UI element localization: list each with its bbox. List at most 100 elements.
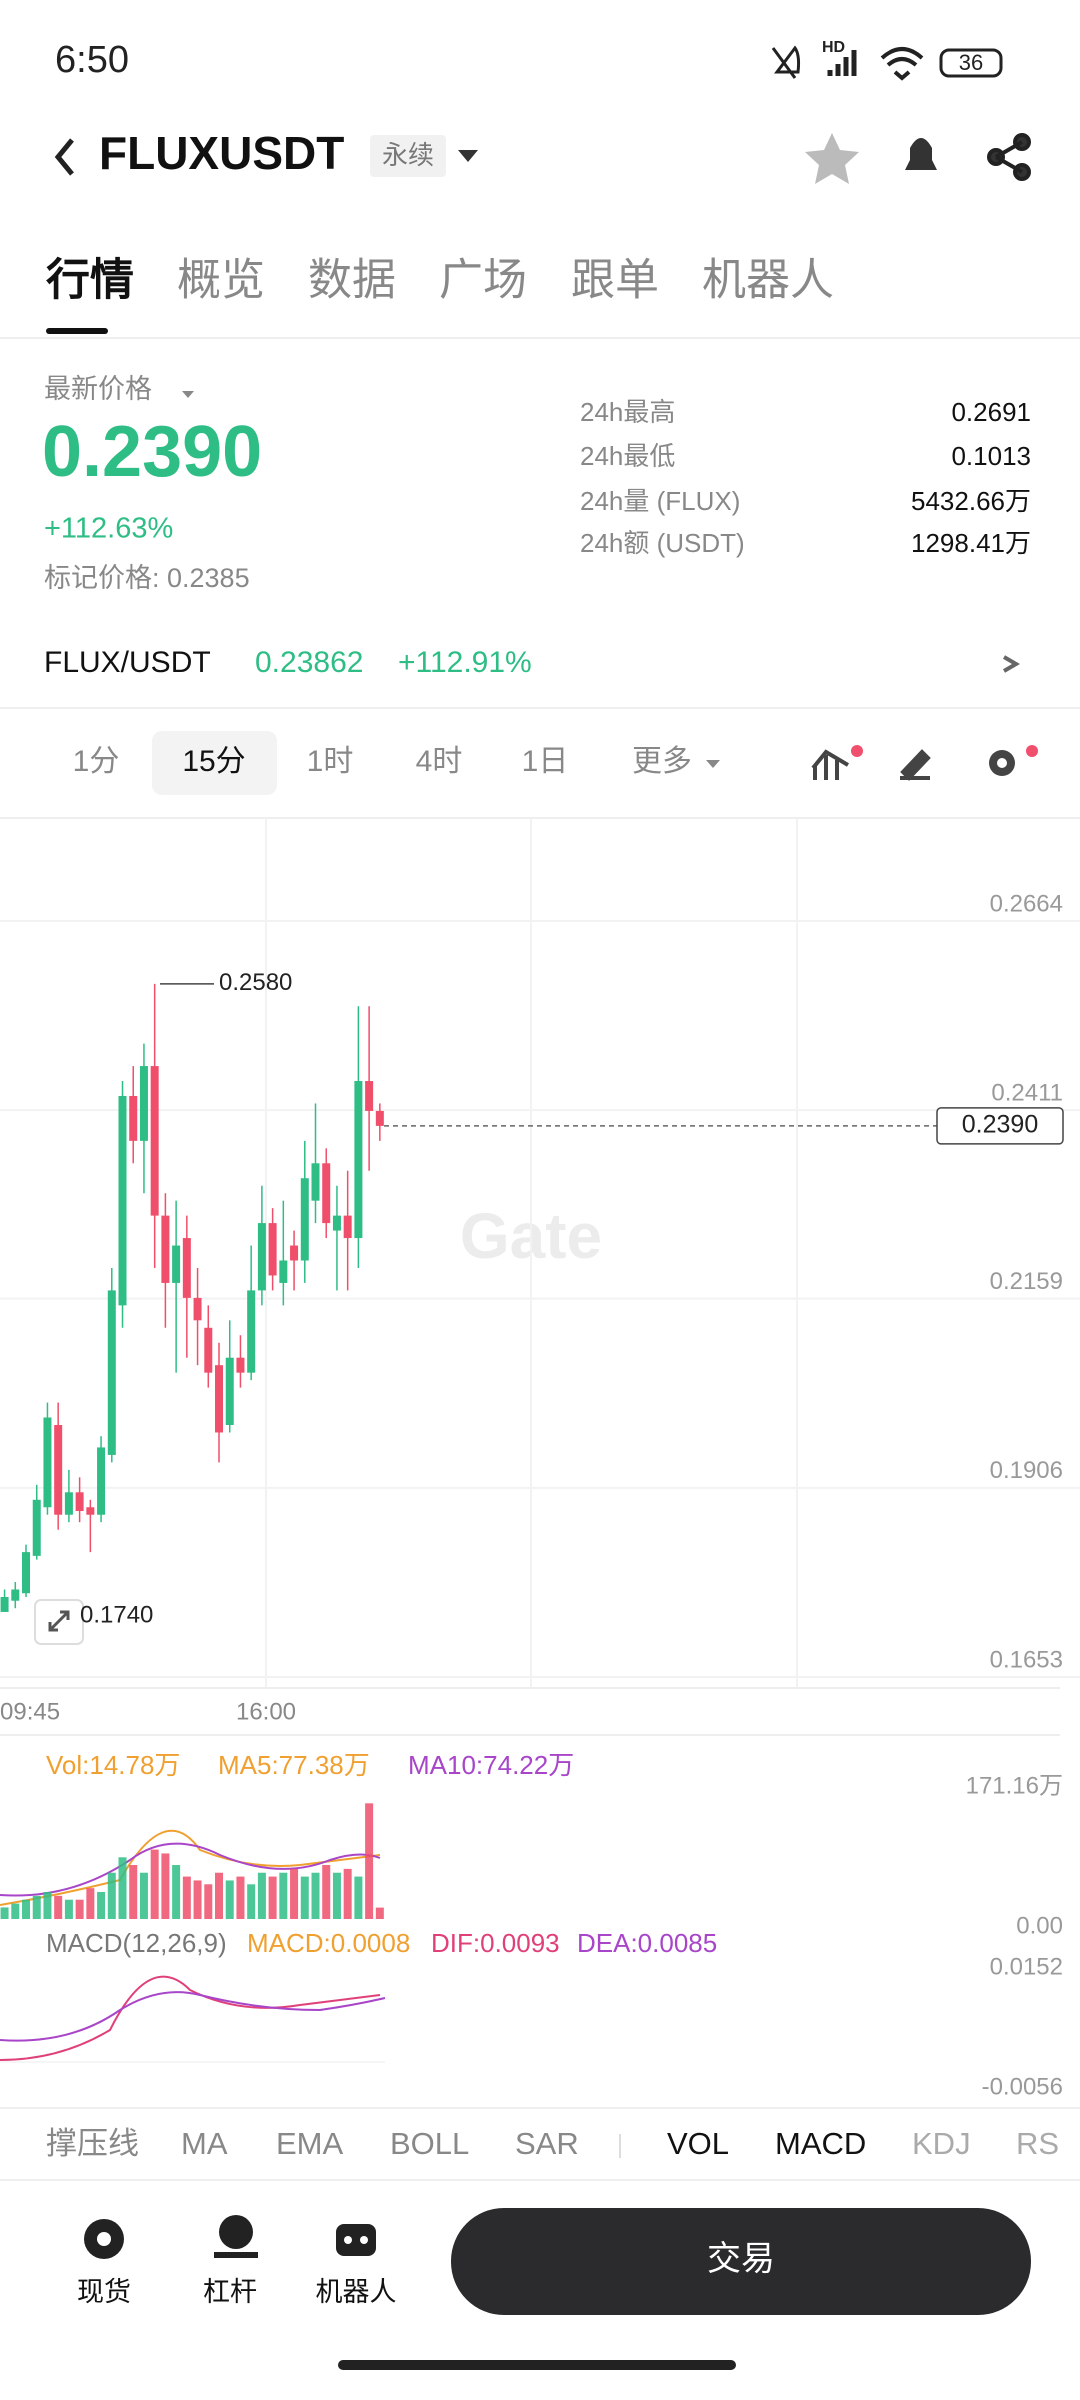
y-tick-label: 0.2664	[990, 890, 1063, 917]
tag-bg	[370, 135, 446, 177]
indicator[interactable]: MACD	[775, 2126, 866, 2161]
tab[interactable]: 机器人	[702, 256, 834, 305]
draw-icon[interactable]	[900, 749, 931, 781]
dea-line	[0, 1991, 386, 2042]
ma10-line	[0, 1842, 381, 1897]
nav-label[interactable]: 杠杆	[203, 2277, 257, 2307]
current-price-tag	[936, 1107, 1064, 1145]
macd-value: MACD:0.0008	[247, 1928, 410, 1958]
volume-bar	[204, 1884, 213, 1919]
candle-body	[0, 1596, 9, 1612]
volume-bar	[107, 1872, 116, 1919]
candle-body	[54, 1425, 63, 1515]
contract-tag: 永续	[382, 140, 434, 170]
indicator-icon[interactable]	[811, 749, 850, 780]
max-label: 0.2580	[219, 969, 292, 996]
interval-selected	[152, 731, 277, 795]
candle-body	[43, 1417, 52, 1508]
candle-body	[343, 1215, 352, 1239]
share-icon[interactable]	[987, 133, 1031, 181]
home-indicator	[338, 2360, 736, 2370]
candle-body	[139, 1066, 148, 1141]
ma10-label: MA10:74.22万	[408, 1750, 574, 1780]
volume-bar	[86, 1888, 95, 1919]
price-label: 最新价格	[44, 374, 152, 404]
candle-body	[354, 1081, 363, 1239]
nav-label[interactable]: 现货	[77, 2277, 131, 2307]
macd-title: MACD(12,26,9)	[46, 1928, 227, 1958]
favorite-icon[interactable]	[805, 133, 859, 184]
interval[interactable]: 4时	[416, 745, 463, 778]
current-price: 0.2390	[962, 1110, 1038, 1138]
trade-button-label[interactable]: 交易	[707, 2240, 775, 2278]
volume-bar	[161, 1853, 170, 1919]
interval[interactable]: 15分	[182, 745, 245, 778]
volume-bar	[300, 1876, 309, 1919]
candle-body	[257, 1223, 266, 1291]
margin-icon[interactable]	[214, 2215, 258, 2258]
robot-icon[interactable]	[336, 2224, 376, 2256]
price-dropdown[interactable]	[182, 391, 194, 398]
volume-bar	[279, 1872, 288, 1919]
mute-icon	[771, 45, 801, 79]
chevron-icon[interactable]	[1002, 655, 1020, 673]
stat-value: 0.1013	[951, 441, 1031, 471]
tab[interactable]: 数据	[308, 256, 396, 305]
volume-bar	[215, 1872, 224, 1919]
indicator[interactable]: BOLL	[390, 2126, 469, 2161]
trade-button[interactable]	[451, 2208, 1031, 2315]
badge	[851, 745, 863, 757]
interval[interactable]: 1分	[73, 745, 120, 778]
tab[interactable]: 跟单	[571, 256, 659, 305]
candle-body	[32, 1499, 41, 1556]
candle-body	[365, 1081, 374, 1111]
vol-tick-label: 171.16万	[966, 1772, 1063, 1799]
back-icon[interactable]	[54, 138, 74, 176]
volume-bar	[343, 1868, 352, 1919]
indicator[interactable]: 撑压线	[46, 2126, 139, 2161]
candle-body	[64, 1492, 73, 1515]
last-price: 0.2390	[42, 412, 262, 492]
volume-bar	[64, 1899, 73, 1919]
tab[interactable]: 概览	[177, 256, 265, 305]
volume-bar	[193, 1880, 202, 1919]
tab[interactable]: 广场	[439, 256, 527, 305]
indicator[interactable]: KDJ	[912, 2126, 971, 2161]
candle-body	[150, 1066, 159, 1216]
candle-body	[107, 1290, 116, 1455]
interval[interactable]: 1时	[307, 745, 354, 778]
static-icons	[0, 45, 1038, 2259]
alert-icon[interactable]	[905, 138, 937, 170]
vol-tick-label: 0.00	[1016, 1912, 1063, 1939]
spot-icon[interactable]	[84, 2219, 124, 2259]
indicator[interactable]: VOL	[667, 2126, 729, 2161]
interval[interactable]: 1日	[522, 745, 569, 778]
ma5-line	[0, 1829, 381, 1906]
more-dropdown[interactable]	[706, 760, 720, 768]
indicator[interactable]: RS	[1016, 2126, 1059, 2161]
dea-value: DEA:0.0085	[577, 1928, 717, 1958]
indicator[interactable]: MA	[181, 2126, 228, 2161]
indicator[interactable]: EMA	[276, 2126, 344, 2161]
macd-tick-label: -0.0056	[982, 2073, 1063, 2100]
battery-level: 36	[959, 50, 983, 75]
nav-label[interactable]: 机器人	[316, 2277, 397, 2307]
tab[interactable]: 行情	[46, 256, 134, 305]
volume-bar	[139, 1872, 148, 1919]
status-time: 6:50	[55, 39, 129, 81]
candle-body	[225, 1357, 234, 1425]
interval-more[interactable]: 更多	[632, 745, 692, 778]
y-tick-label: 0.1906	[990, 1457, 1063, 1484]
spot-pair[interactable]: FLUX/USDT	[44, 646, 211, 679]
indicator[interactable]: SAR	[515, 2126, 579, 2161]
tab-underline	[46, 328, 108, 334]
candle-body	[236, 1357, 245, 1373]
candle-body	[97, 1447, 106, 1515]
vol-label: Vol:14.78万	[46, 1750, 180, 1780]
volume-bar	[354, 1876, 363, 1919]
candle-body	[215, 1365, 224, 1433]
y-tick-label: 0.2411	[991, 1080, 1063, 1107]
volume-bar	[236, 1876, 245, 1919]
dropdown-icon[interactable]	[458, 150, 478, 162]
price-change: +112.63%	[44, 513, 173, 545]
